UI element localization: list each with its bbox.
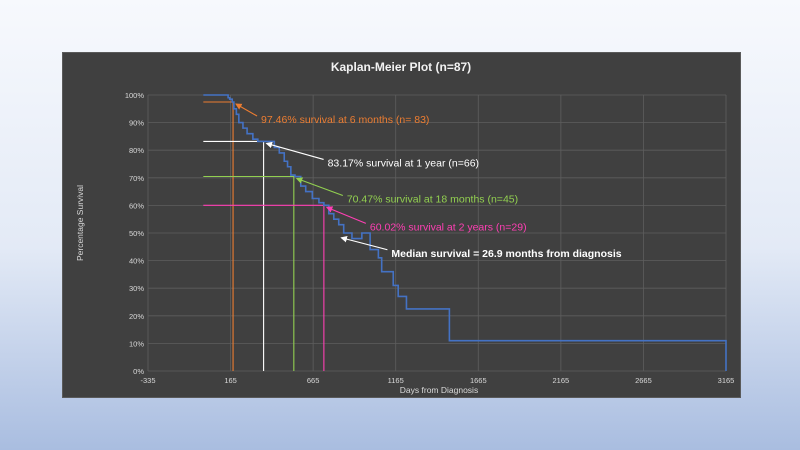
chart-title: Kaplan-Meier Plot (n=87) [331, 60, 471, 74]
survival-guide-line [203, 101, 234, 371]
survival-curve [203, 94, 727, 371]
y-tick-label: 30% [129, 284, 144, 293]
guide-lines [203, 101, 325, 371]
axis-ticks: 0% 10% 20% 30% 40% 50% 60% 70% 80% 90% 100% -335 165… [125, 91, 735, 385]
annotation-label: 83.17% survival at 1 year (n=66) [328, 157, 479, 169]
kaplan-meier-chart: Kaplan-Meier Plot (n=87) 0% 10% 20% 30% 40% 5… [75, 60, 735, 395]
x-tick-label: 1165 [388, 376, 404, 385]
series-layer [203, 94, 727, 371]
x-tick-label: 665 [307, 376, 320, 385]
annotation-arrow [235, 103, 258, 117]
annotation-label: Median survival = 26.9 months from diagn… [391, 248, 621, 260]
annotation-arrow [325, 206, 367, 224]
y-tick-label: 50% [129, 229, 144, 238]
gridlines [147, 94, 727, 372]
y-tick-label: 90% [129, 119, 144, 128]
y-tick-label: 10% [129, 339, 144, 348]
survival-guide-line [203, 175, 295, 371]
y-tick-label: 100% [125, 91, 145, 100]
y-tick-label: 0% [133, 367, 144, 376]
annotations: 97.46% survival at 6 months (n= 83) 83.17… [235, 103, 622, 260]
x-tick-label: 2665 [635, 376, 652, 385]
chart-panel: Kaplan-Meier Plot (n=87) 0% 10% 20% 30% 40% 5… [62, 52, 741, 398]
x-tick-label: 1665 [470, 376, 487, 385]
x-tick-label: 2165 [553, 376, 570, 385]
y-tick-label: 60% [129, 201, 144, 210]
y-tick-label: 20% [129, 312, 144, 321]
annotation-arrow [265, 141, 324, 160]
y-tick-label: 40% [129, 257, 144, 266]
y-tick-label: 80% [129, 146, 144, 155]
x-tick-label: -335 [140, 376, 155, 385]
x-tick-label: 3165 [718, 376, 735, 385]
annotation-label: 70.47% survival at 18 months (n=45) [347, 194, 518, 206]
annotation-label: 60.02% survival at 2 years (n=29) [370, 221, 527, 233]
x-axis-title: Days from Diagnosis [400, 385, 478, 395]
annotation-label: 97.46% survival at 6 months (n= 83) [261, 114, 429, 126]
y-tick-label: 70% [129, 174, 144, 183]
annotation-arrow [340, 235, 388, 251]
y-axis-title: Percentage Survival [75, 185, 85, 261]
annotation-arrow [295, 177, 344, 197]
x-tick-label: 165 [224, 376, 237, 385]
